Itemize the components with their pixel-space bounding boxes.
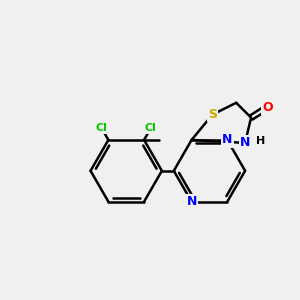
Text: O: O xyxy=(262,101,273,114)
Text: H: H xyxy=(256,136,265,146)
Text: N: N xyxy=(186,195,197,208)
Text: N: N xyxy=(222,134,232,146)
Text: Cl: Cl xyxy=(96,123,108,133)
Text: S: S xyxy=(208,108,217,121)
Text: N: N xyxy=(240,136,250,149)
Text: Cl: Cl xyxy=(145,123,157,133)
